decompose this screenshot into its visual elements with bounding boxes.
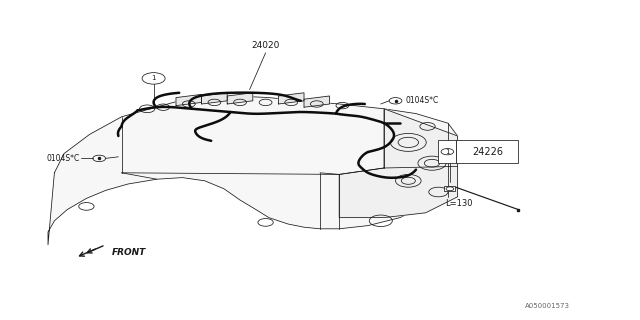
- Bar: [444, 186, 455, 191]
- Polygon shape: [304, 96, 330, 107]
- Polygon shape: [48, 96, 458, 245]
- Polygon shape: [339, 109, 458, 218]
- Text: 24020: 24020: [252, 41, 280, 50]
- Polygon shape: [278, 93, 304, 104]
- Polygon shape: [176, 94, 202, 106]
- Text: 0104S*C: 0104S*C: [46, 154, 79, 163]
- Text: 24226: 24226: [472, 147, 503, 157]
- Text: 0104S*C: 0104S*C: [405, 96, 438, 105]
- Text: 1: 1: [445, 149, 450, 155]
- Polygon shape: [227, 93, 253, 104]
- Polygon shape: [202, 93, 227, 104]
- Text: L=130: L=130: [445, 199, 472, 208]
- Text: 1: 1: [151, 76, 156, 81]
- Text: FRONT: FRONT: [112, 248, 147, 257]
- Text: A050001573: A050001573: [525, 303, 570, 309]
- Bar: [456, 140, 518, 163]
- Bar: [438, 140, 456, 163]
